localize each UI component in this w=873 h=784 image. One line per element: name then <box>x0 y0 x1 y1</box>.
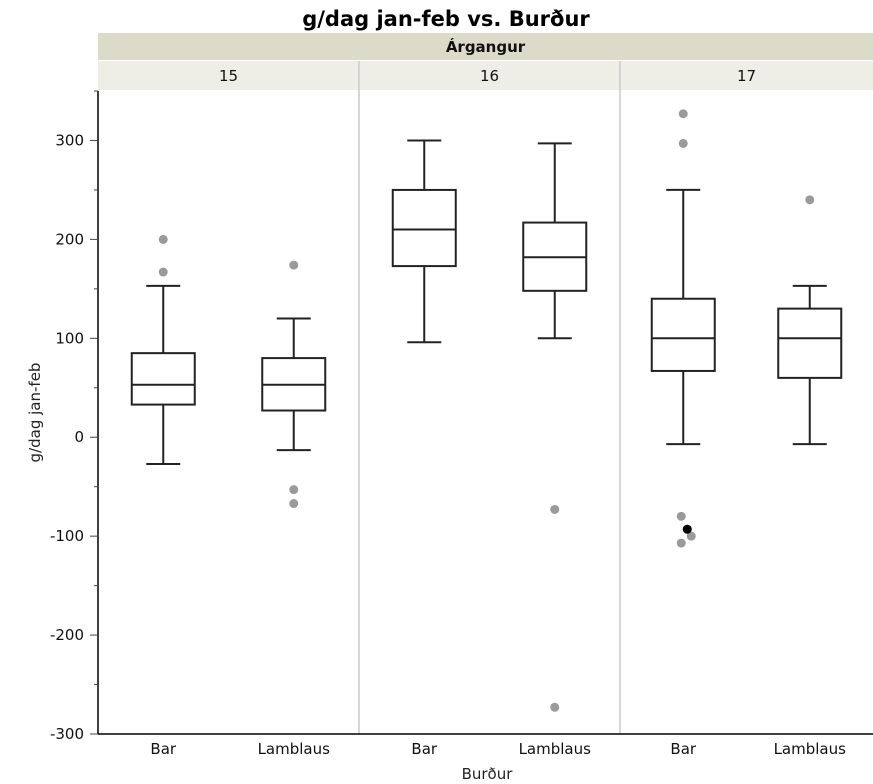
panel-header-bg <box>360 61 620 90</box>
facet-group-title: Árgangur <box>446 37 526 56</box>
box-bar <box>650 109 716 548</box>
outlier-point <box>686 531 696 541</box>
box-series <box>130 109 843 712</box>
x-axis: Bar Lamblaus Bar Lamblaus Bar Lamblaus <box>98 733 873 758</box>
outlier-point <box>678 109 688 119</box>
panel-label: 15 <box>219 67 238 85</box>
outlier-point <box>550 504 560 514</box>
outlier-point <box>289 499 299 509</box>
outlier-point <box>678 138 688 148</box>
y-tick-label: 300 <box>55 131 84 149</box>
panel-header-bg <box>98 61 359 90</box>
outlier-point <box>289 260 299 270</box>
y-tick-label: -100 <box>50 527 84 545</box>
x-tick-label: Lamblaus <box>519 740 592 758</box>
box-lamblaus <box>777 195 843 446</box>
x-axis-title: Burður <box>462 765 514 783</box>
panel-headers: 15 16 17 <box>98 61 873 90</box>
iqr-box <box>130 352 196 406</box>
y-tick-label: -200 <box>50 626 84 644</box>
x-tick-label: Lamblaus <box>258 740 331 758</box>
outlier-point <box>550 702 560 712</box>
panel-label: 16 <box>480 67 499 85</box>
y-tick-label: -300 <box>50 725 84 743</box>
outlier-point <box>158 234 168 244</box>
iqr-box <box>391 188 457 268</box>
outlier-point <box>289 485 299 495</box>
outlier-point <box>158 267 168 277</box>
chart-title: g/dag jan-feb vs. Burður <box>302 7 590 31</box>
box-lamblaus <box>261 260 327 509</box>
panel-header-bg <box>621 61 873 90</box>
box-lamblaus <box>522 142 588 712</box>
iqr-box <box>777 307 843 379</box>
outlier-point <box>676 538 686 548</box>
panel-label: 17 <box>737 67 756 85</box>
y-tick-label: 0 <box>74 428 84 446</box>
y-axis-title: g/dag jan-feb <box>26 363 44 463</box>
highlighted-outlier-point <box>682 524 692 534</box>
iqr-box <box>650 297 716 372</box>
box-bar <box>130 234 196 465</box>
x-tick-label: Bar <box>670 740 696 758</box>
y-tick-label: 200 <box>55 230 84 248</box>
panel-dividers <box>358 61 621 734</box>
x-tick-label: Bar <box>150 740 176 758</box>
box-bar <box>391 139 457 344</box>
outlier-point <box>805 195 815 205</box>
y-axis: -300 -200 -100 0 100 200 300 <box>50 90 99 743</box>
x-tick-label: Lamblaus <box>774 740 847 758</box>
x-tick-label: Bar <box>411 740 437 758</box>
outlier-point <box>676 511 686 521</box>
facet-group-header <box>98 33 873 60</box>
y-tick-label: 100 <box>55 329 84 347</box>
